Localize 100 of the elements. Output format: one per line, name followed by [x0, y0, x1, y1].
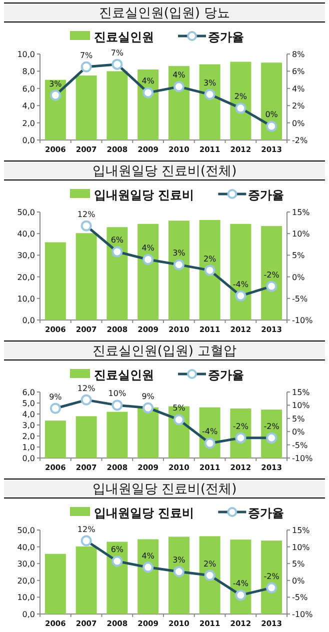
- bar: [168, 66, 190, 140]
- y-tick-label: 6,0: [22, 388, 35, 397]
- chart-title: 입내원일당 진료비(전체): [92, 482, 237, 497]
- y2-tick-label: -10%: [292, 610, 314, 619]
- y2-tick-label: -10%: [292, 454, 314, 463]
- bar: [230, 540, 252, 614]
- y2-tick-label: 0%: [292, 118, 306, 128]
- bar: [199, 220, 220, 320]
- y-tick-label: 20,0: [17, 272, 35, 282]
- bar: [168, 220, 190, 320]
- y2-tick-label: 5%: [292, 251, 306, 260]
- y2-tick-label: 0%: [292, 428, 306, 437]
- y2-tick-label: 15%: [292, 388, 310, 397]
- bar: [138, 407, 159, 458]
- y2-tick-label: 10%: [292, 542, 310, 552]
- y-tick-label: 4,0: [22, 102, 35, 111]
- data-label: 6%: [110, 545, 124, 554]
- bar: [44, 420, 66, 458]
- y-tick-label: 4,0: [22, 410, 35, 419]
- y2-tick-label: 0%: [292, 576, 306, 586]
- y-tick-label: 40,0: [17, 542, 35, 552]
- legend-label: 입내원일당 진료비: [94, 188, 194, 202]
- y2-tick-label: -10%: [292, 316, 314, 325]
- data-label: -4%: [232, 579, 249, 588]
- y-tick-label: 1,0: [22, 443, 35, 452]
- bar: [230, 62, 252, 140]
- bar: [261, 540, 282, 614]
- legend-label: 증가율: [208, 368, 244, 382]
- data-label: -4%: [232, 280, 249, 289]
- bar: [76, 233, 97, 320]
- data-label: 4%: [142, 244, 155, 253]
- data-label: 12%: [77, 524, 96, 534]
- data-label: 12%: [77, 210, 96, 219]
- bar: [261, 62, 282, 140]
- data-label: 3%: [172, 248, 186, 258]
- bar: [199, 64, 220, 140]
- y2-tick-label: 10%: [292, 401, 310, 410]
- bar: [106, 412, 128, 458]
- y2-tick-label: -2%: [292, 136, 308, 145]
- y2-tick-label: -5%: [292, 593, 308, 602]
- bar: [230, 224, 252, 320]
- y-tick-label: 30,0: [17, 251, 35, 260]
- data-label: 10%: [108, 389, 126, 398]
- y2-tick-label: 5%: [292, 414, 306, 424]
- data-label: 9%: [142, 392, 155, 401]
- legend-label: 입내원일당 진료비: [94, 506, 194, 520]
- data-label: -2%: [264, 572, 280, 581]
- bar: [168, 536, 190, 614]
- data-label: 4%: [142, 76, 155, 86]
- legend-label: 증가율: [248, 188, 284, 202]
- data-label: 9%: [49, 392, 62, 402]
- bar: [44, 80, 66, 140]
- y-tick-label: 6,0: [22, 84, 35, 94]
- data-label: -4%: [202, 427, 218, 436]
- data-label: 2%: [234, 92, 248, 102]
- y-tick-label: 20,0: [17, 576, 35, 586]
- chart-title: 진료실인원(입원) 당뇨: [98, 6, 230, 21]
- y-tick-label: 30,0: [17, 560, 35, 569]
- y-tick-label: 8,0: [22, 67, 35, 76]
- bar: [106, 71, 128, 140]
- y2-tick-label: -5%: [292, 294, 308, 304]
- data-label: -2%: [264, 422, 280, 431]
- bar: [138, 69, 159, 140]
- data-label: -2%: [232, 422, 249, 431]
- data-label: 3%: [172, 556, 186, 565]
- y-tick-label: 0,0: [22, 610, 35, 619]
- data-label: -2%: [264, 270, 280, 280]
- bar: [106, 542, 128, 614]
- y2-tick-label: 5%: [292, 560, 306, 569]
- bar: [106, 227, 128, 320]
- y-tick-label: 10,0: [17, 593, 35, 602]
- data-label: 7%: [80, 50, 94, 60]
- data-label: 3%: [49, 79, 62, 88]
- y-tick-label: 50,0: [17, 208, 35, 217]
- y2-tick-label: 8%: [292, 50, 306, 59]
- data-label: 5%: [172, 404, 186, 413]
- y-tick-label: 2,0: [22, 118, 35, 128]
- y-tick-label: 3,0: [22, 421, 35, 430]
- y-tick-label: 5,0: [22, 399, 35, 408]
- legend-label: 진료실인원: [94, 368, 154, 382]
- y2-tick-label: 2%: [292, 102, 306, 111]
- chart-title: 입내원일당 진료비(전체): [92, 164, 237, 179]
- y-tick-label: 0,0: [22, 454, 35, 463]
- y-tick-label: 50,0: [17, 526, 35, 535]
- y2-tick-label: 6%: [292, 67, 306, 76]
- legend-label: 진료실인원: [94, 30, 154, 44]
- data-label: 6%: [110, 236, 124, 245]
- y-tick-label: 0,0: [22, 136, 35, 145]
- bar: [199, 536, 220, 614]
- data-label: 0%: [265, 110, 278, 120]
- y2-tick-label: 15%: [292, 208, 310, 217]
- bar: [261, 226, 282, 320]
- bar: [138, 224, 159, 320]
- data-label: 2%: [203, 559, 217, 568]
- bar: [76, 76, 97, 140]
- y-tick-label: 40,0: [17, 230, 35, 239]
- y2-tick-label: 0%: [292, 272, 306, 282]
- legend-label: 증가율: [248, 506, 284, 520]
- y-tick-label: 10,0: [17, 294, 35, 304]
- y-tick-label: 0,0: [22, 316, 35, 325]
